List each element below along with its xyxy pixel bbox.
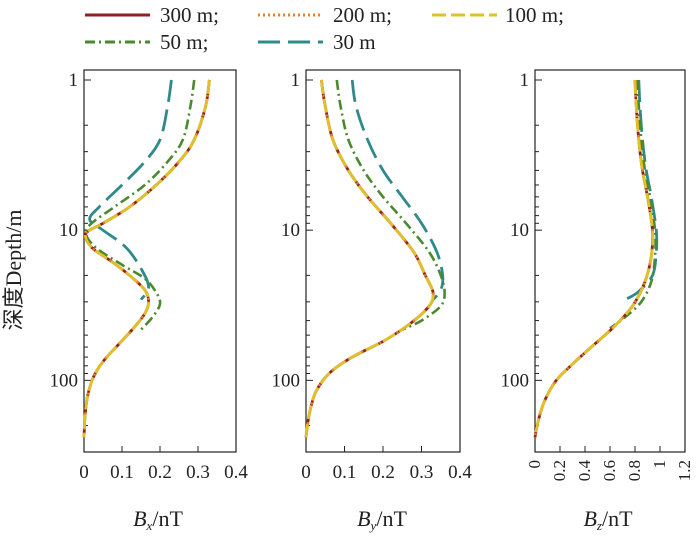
y-tick-label: 1 [520, 70, 530, 91]
series-line-100m [304, 79, 435, 438]
y-tick-label: 10 [510, 220, 529, 241]
x-tick-label: 0 [79, 462, 89, 483]
xlabel-bz-symbol: B [583, 506, 596, 531]
xlabel-by: By/nT [357, 506, 407, 533]
xlabel-bx: Bx/nT [133, 506, 183, 533]
x-tick-label: 0.4 [575, 460, 594, 482]
series-line-100m [82, 79, 211, 438]
legend-label-300m: 300 m; [160, 3, 219, 27]
xlabel-by-unit: /nT [376, 506, 407, 531]
series-line-50m [335, 79, 446, 331]
x-tick-label: 0.6 [600, 460, 619, 481]
x-tick-label: 0.4 [448, 462, 472, 483]
y-axis-title: 深度Depth/m [1, 210, 26, 331]
legend-label-200m: 200 m; [333, 3, 392, 27]
x-tick-label: 0.2 [550, 460, 569, 481]
series-line-200m [533, 79, 654, 438]
panel-by: 1 10 100 0 0.1 0.2 0.3 0.4 [272, 69, 472, 483]
xlabel-bx-unit: /nT [152, 506, 183, 531]
legend: 300 m; 200 m; 100 m; 50 m; 30 m [85, 3, 564, 54]
y-tick-label: 100 [501, 370, 530, 391]
xlabel-bz-sub: z [596, 518, 602, 533]
y-tick-label: 100 [272, 370, 301, 391]
series-line-50m [84, 79, 196, 331]
x-tick-label: 1 [650, 460, 669, 469]
xlabel-bz-unit: /nT [602, 506, 633, 531]
x-tick-label: 0.3 [410, 462, 434, 483]
legend-label-50m: 50 m; [160, 30, 208, 54]
legend-label-100m: 100 m; [505, 3, 564, 27]
series-line-200m [82, 79, 211, 438]
plot-frame-2 [534, 69, 686, 453]
y-tick-label: 1 [69, 70, 79, 91]
x-tick-label: 0.1 [110, 462, 134, 483]
xlabel-by-sub: y [369, 518, 377, 533]
y-tick-label: 1 [291, 70, 301, 91]
x-tick-label: 0.2 [148, 462, 172, 483]
x-tick-label: 0 [525, 460, 544, 469]
xlabel-bx-symbol: B [133, 506, 146, 531]
plot-frame-0 [83, 69, 237, 453]
x-tick-label: 0.2 [371, 462, 395, 483]
panel-bx: 1 10 100 0 0.1 0.2 0.3 0.4 [50, 69, 248, 483]
x-tick-label: 0 [301, 462, 311, 483]
xlabel-by-symbol: B [357, 506, 370, 531]
series-line-30m [88, 79, 173, 301]
y-tick-label: 10 [281, 220, 300, 241]
series-line-30m [350, 79, 445, 301]
series-line-100m [533, 79, 655, 438]
x-tick-label: 0.4 [224, 462, 248, 483]
series-line-300m [82, 79, 211, 438]
x-tick-label: 0.3 [186, 462, 210, 483]
y-tick-label: 10 [59, 220, 78, 241]
series-line-30m [624, 79, 659, 301]
series-line-300m [304, 79, 435, 438]
x-tick-label: 0.8 [625, 460, 644, 481]
xlabel-bz: Bz/nT [583, 506, 633, 533]
series-line-50m [609, 79, 657, 330]
xlabel-bx-sub: x [146, 518, 153, 533]
x-tick-label: 1.2 [675, 460, 694, 481]
legend-label-30m: 30 m [333, 30, 376, 54]
series-line-200m [304, 79, 435, 438]
panel-bz: 1 10 100 0 0.2 0.4 0.6 0.8 1 1.2 [501, 69, 694, 482]
x-tick-label: 0.1 [333, 462, 357, 483]
y-tick-label: 100 [50, 370, 79, 391]
